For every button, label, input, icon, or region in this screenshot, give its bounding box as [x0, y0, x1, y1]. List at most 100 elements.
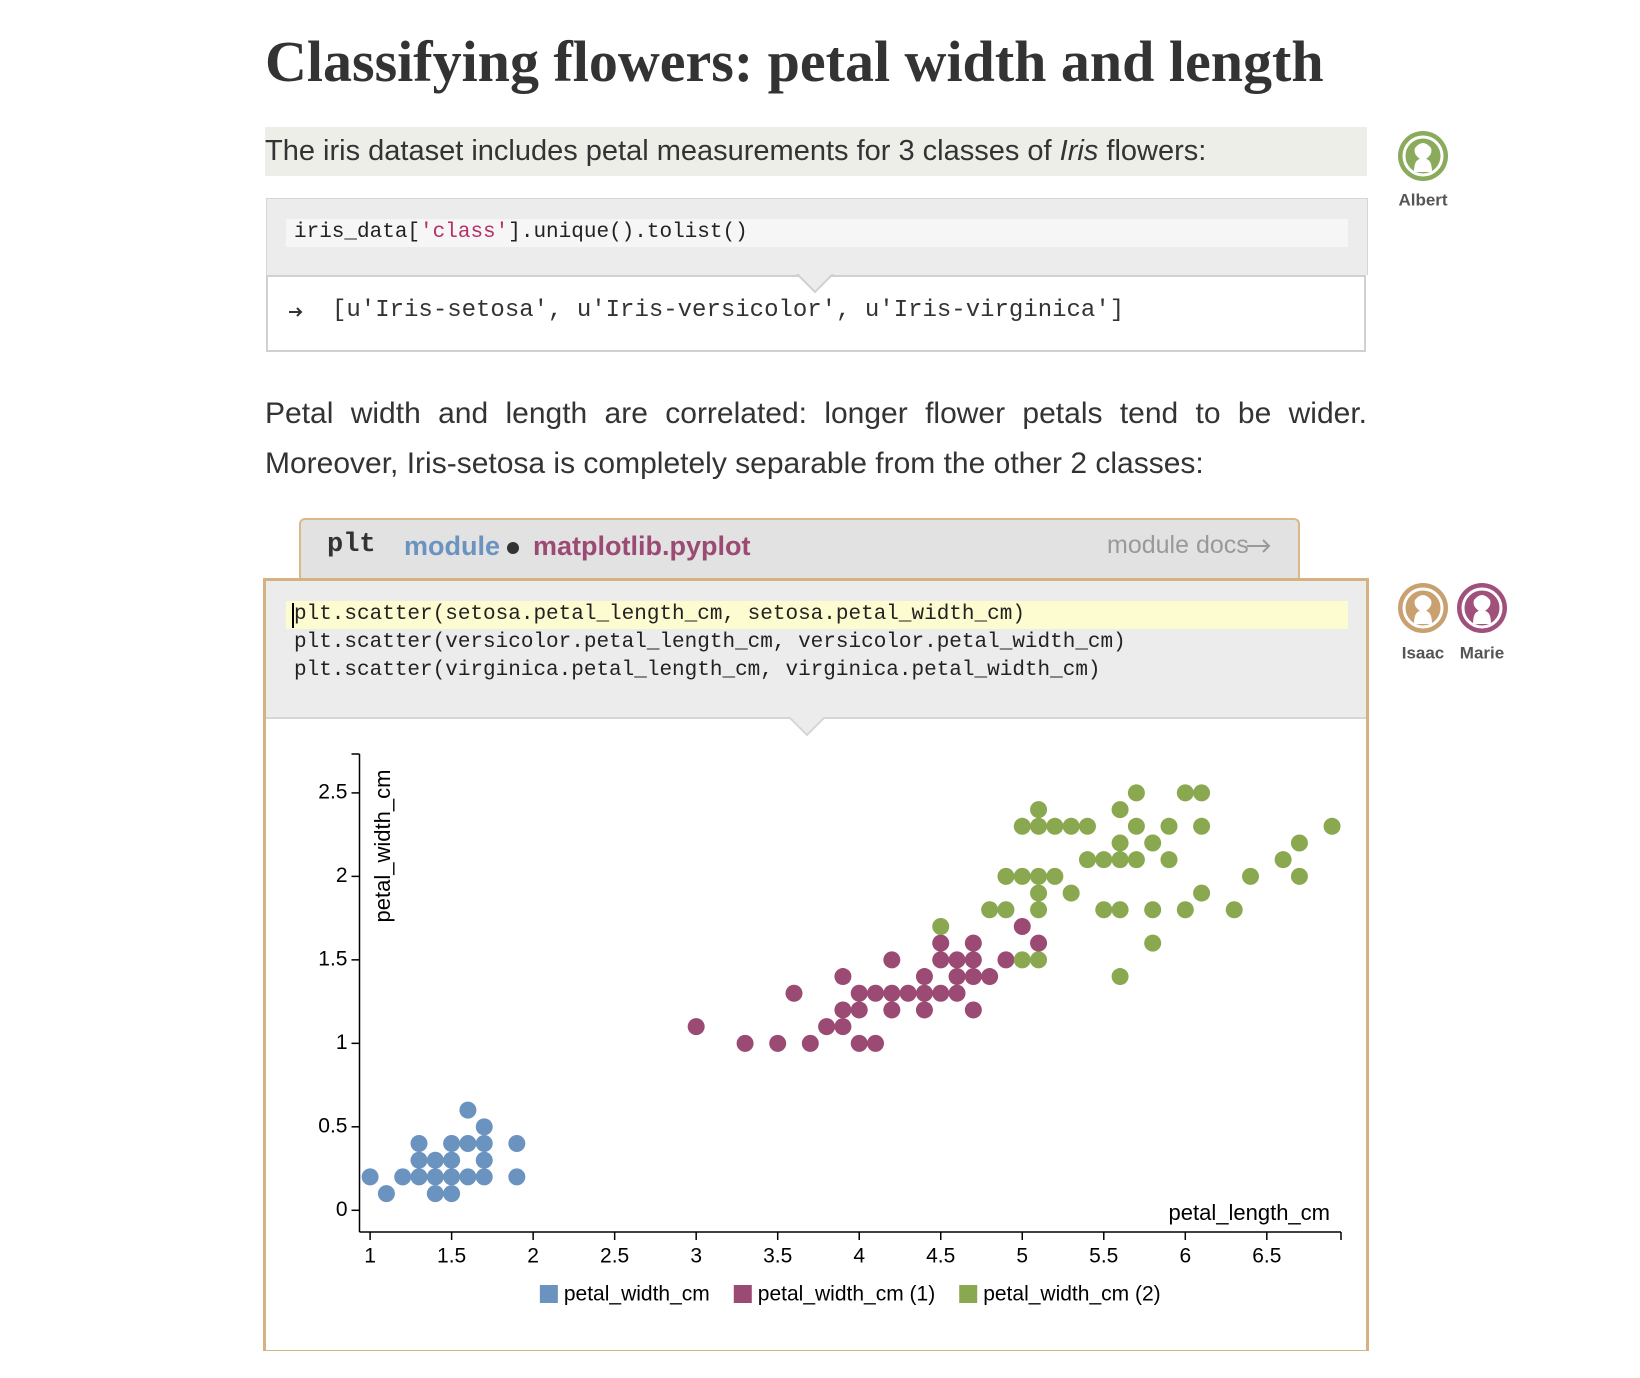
scatter-point — [459, 1135, 477, 1153]
scatter-point — [1111, 834, 1129, 852]
scatter-point — [1160, 851, 1178, 869]
scatter-point — [1078, 817, 1096, 835]
scatter-point — [948, 984, 966, 1002]
scatter-point — [475, 1135, 493, 1153]
scatter-point — [1274, 851, 1292, 869]
avatar-inner — [1402, 587, 1444, 629]
page-title: Classifying flowers: petal width and len… — [265, 29, 1324, 94]
avatar-person — [1414, 143, 1432, 172]
output-arrow — [289, 307, 303, 317]
scatter-point — [1111, 968, 1129, 986]
scatter-point — [1013, 817, 1031, 835]
legend-swatch — [959, 1285, 978, 1303]
x-tick-label: 2.5 — [600, 1245, 629, 1268]
scatter-point — [394, 1168, 412, 1186]
scatter-point — [932, 917, 950, 935]
scatter-point — [981, 968, 999, 986]
code-line: plt.scatter(versicolor.petal_length_cm, … — [294, 631, 1126, 654]
scatter-point — [459, 1168, 477, 1186]
intro-before: The iris dataset includes petal measurem… — [265, 135, 1060, 167]
collaborator-name: Albert — [1398, 190, 1447, 209]
scatter-point — [1144, 934, 1162, 952]
y-axis-label: petal_width_cm — [370, 770, 395, 923]
scatter-point — [899, 984, 917, 1002]
scatter-point — [948, 951, 966, 969]
scatter-point — [1030, 801, 1048, 819]
scatter-point — [1030, 901, 1048, 919]
x-tick-label: 1 — [364, 1245, 376, 1268]
y-tick-label: 2 — [336, 864, 348, 887]
avatar-person — [1414, 595, 1432, 624]
scatter-point — [426, 1151, 444, 1169]
scatter-point — [997, 951, 1015, 969]
y-tick-label: 1 — [336, 1031, 348, 1054]
avatar-person — [1473, 595, 1491, 624]
scatter-point — [1030, 884, 1048, 902]
scatter-point — [1290, 834, 1308, 852]
legend-label: petal_width_cm — [564, 1283, 710, 1306]
scatter-point — [964, 934, 982, 952]
scatter-point — [475, 1118, 493, 1136]
scatter-point — [1323, 817, 1341, 835]
line-highlight — [286, 601, 1348, 629]
x-tick-label: 4.5 — [926, 1245, 955, 1268]
scatter-point — [475, 1168, 493, 1186]
scatter-point — [964, 1001, 982, 1019]
x-tick-label: 6.5 — [1252, 1245, 1281, 1268]
scatter-point — [850, 984, 868, 1002]
scatter-point — [410, 1168, 428, 1186]
legend-swatch — [539, 1285, 558, 1303]
x-tick-label: 1.5 — [437, 1245, 466, 1268]
scatter-point — [1046, 817, 1064, 835]
legend-label: petal_width_cm (2) — [983, 1283, 1160, 1306]
scatter-point — [997, 867, 1015, 885]
scatter-point — [867, 1034, 885, 1052]
scatter-point — [801, 1034, 819, 1052]
scatter-point — [459, 1101, 477, 1119]
output-text: [u'Iris-setosa', u'Iris-versicolor', u'I… — [332, 297, 1125, 324]
scatter-point — [1013, 951, 1031, 969]
code-token: ].unique().tolist() — [508, 221, 748, 244]
y-tick-label: 0 — [336, 1198, 348, 1221]
scatter-point — [1111, 901, 1129, 919]
scatter-point — [1127, 784, 1145, 802]
scatter-point — [1030, 934, 1048, 952]
scatter-point — [915, 984, 933, 1002]
code-string: 'class' — [420, 221, 509, 244]
scatter-point — [785, 984, 803, 1002]
avatar-inner — [1461, 587, 1503, 629]
scatter-point — [964, 968, 982, 986]
scatter-point — [475, 1151, 493, 1169]
bullet — [507, 542, 519, 554]
y-tick-label: 0.5 — [318, 1114, 347, 1137]
scatter-point — [932, 951, 950, 969]
scatter-point — [1095, 901, 1113, 919]
scatter-point — [1176, 901, 1194, 919]
scatter-point — [736, 1034, 754, 1052]
scatter-point — [687, 1018, 705, 1036]
module-docs-link[interactable]: module docs — [1107, 531, 1249, 559]
y-tick-label: 2.5 — [318, 780, 347, 803]
collaborator-name: Isaac — [1402, 643, 1445, 662]
scatter-point — [1193, 817, 1211, 835]
scatter-point — [932, 984, 950, 1002]
scatter-point — [1193, 784, 1211, 802]
x-tick-label: 3 — [690, 1245, 702, 1268]
code-line: plt.scatter(virginica.petal_length_cm, v… — [294, 659, 1101, 682]
scatter-point — [1111, 801, 1129, 819]
module-header[interactable] — [299, 518, 1300, 580]
scatter-point — [818, 1018, 836, 1036]
scatter-point — [443, 1135, 461, 1153]
scatter-point — [1144, 834, 1162, 852]
module-path: matplotlib.pyplot — [533, 531, 751, 561]
scatter-point — [915, 1001, 933, 1019]
scatter-point — [1225, 901, 1243, 919]
module-kind: module — [404, 531, 501, 561]
scatter-point — [1030, 867, 1048, 885]
scatter-point — [883, 1001, 901, 1019]
x-tick-label: 5.5 — [1089, 1245, 1118, 1268]
scatter-point — [1127, 851, 1145, 869]
scatter-point — [1242, 867, 1260, 885]
legend-swatch — [733, 1285, 752, 1303]
